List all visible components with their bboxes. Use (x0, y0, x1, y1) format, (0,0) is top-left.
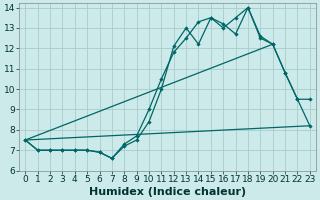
X-axis label: Humidex (Indice chaleur): Humidex (Indice chaleur) (89, 187, 246, 197)
